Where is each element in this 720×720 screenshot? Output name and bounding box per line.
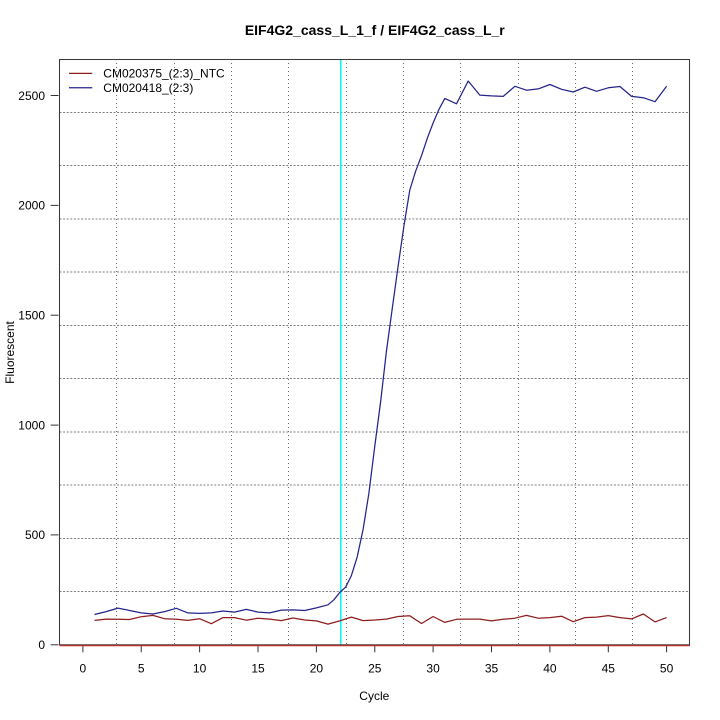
svg-text:10: 10 bbox=[193, 662, 207, 676]
svg-text:1500: 1500 bbox=[18, 309, 45, 323]
svg-text:25: 25 bbox=[368, 662, 382, 676]
svg-text:2500: 2500 bbox=[18, 89, 45, 103]
svg-text:CM020375_(2:3)_NTC: CM020375_(2:3)_NTC bbox=[103, 67, 225, 81]
svg-text:20: 20 bbox=[310, 662, 324, 676]
svg-text:35: 35 bbox=[485, 662, 499, 676]
svg-text:Cycle: Cycle bbox=[359, 689, 389, 703]
svg-text:45: 45 bbox=[602, 662, 616, 676]
svg-text:500: 500 bbox=[25, 528, 45, 542]
svg-text:30: 30 bbox=[426, 662, 440, 676]
svg-text:CM020418_(2:3): CM020418_(2:3) bbox=[103, 81, 193, 95]
svg-text:50: 50 bbox=[660, 662, 674, 676]
svg-text:0: 0 bbox=[80, 662, 87, 676]
svg-text:0: 0 bbox=[38, 638, 45, 652]
svg-text:1000: 1000 bbox=[18, 418, 45, 432]
svg-text:Fluorescent: Fluorescent bbox=[3, 320, 17, 383]
svg-text:EIF4G2_cass_L_1_f / EIF4G2_cas: EIF4G2_cass_L_1_f / EIF4G2_cass_L_r bbox=[245, 22, 505, 38]
svg-text:2000: 2000 bbox=[18, 199, 45, 213]
svg-text:5: 5 bbox=[138, 662, 145, 676]
svg-text:15: 15 bbox=[251, 662, 265, 676]
svg-text:40: 40 bbox=[543, 662, 557, 676]
